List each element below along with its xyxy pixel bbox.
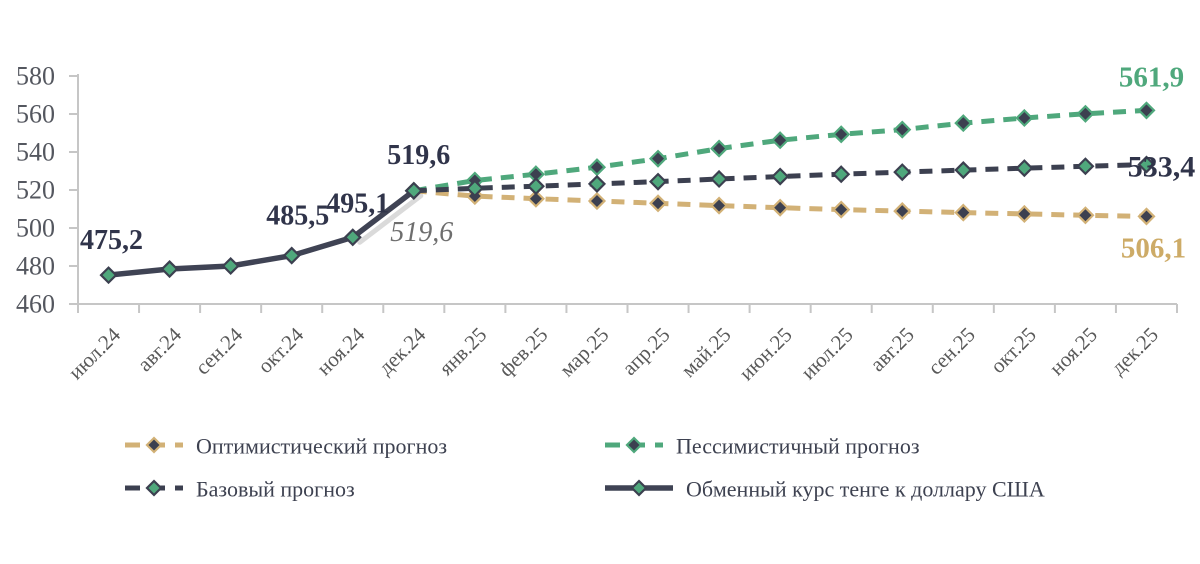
- marker-diamond: [587, 174, 607, 193]
- marker-diamond: [282, 246, 301, 265]
- marker-diamond: [1015, 204, 1034, 223]
- marker-diamond: [771, 167, 790, 186]
- x-axis-label: сен.24: [190, 322, 247, 379]
- marker-diamond: [1015, 108, 1034, 128]
- data-label: 475,2: [80, 225, 143, 256]
- x-axis-label: окт.25: [986, 323, 1041, 378]
- x-axis-label: сен.25: [923, 323, 980, 380]
- legend-item-2: Базовый прогноз: [125, 477, 355, 502]
- legend-marker-diamond: [145, 436, 163, 454]
- series-markers-2: [404, 155, 1156, 200]
- legend-label: Обменный курс тенге к доллару США: [686, 477, 1045, 502]
- data-label: 495,1: [326, 188, 389, 219]
- series-markers-3: [99, 181, 423, 285]
- legend-item-3: Обменный курс тенге к доллару США: [605, 477, 1045, 502]
- series-line-3: [108, 188, 416, 278]
- marker-diamond: [771, 131, 790, 150]
- x-axis-label: дек.25: [1106, 323, 1163, 380]
- marker-diamond: [954, 203, 973, 222]
- marker-diamond: [771, 198, 790, 217]
- marker-diamond: [587, 191, 607, 211]
- marker-diamond: [1076, 157, 1095, 176]
- x-axis-label: авг.24: [133, 322, 187, 376]
- marker-diamond: [710, 196, 729, 215]
- marker-diamond: [954, 114, 973, 133]
- y-axis-label: 500: [16, 214, 55, 243]
- marker-diamond: [832, 125, 851, 144]
- marker-diamond: [954, 160, 973, 180]
- marker-diamond: [710, 169, 729, 189]
- legend-item-0: Оптимистический прогноз: [125, 434, 447, 459]
- marker-diamond: [1137, 101, 1156, 120]
- legend-label: Базовый прогноз: [196, 477, 355, 502]
- legend-label: Оптимистический прогноз: [196, 434, 447, 459]
- marker-diamond: [832, 165, 851, 184]
- line-glow-decor: [357, 193, 424, 245]
- marker-diamond: [343, 228, 362, 247]
- data-label: 519,6: [390, 217, 453, 248]
- marker-diamond: [587, 158, 607, 177]
- legend-label: Пессимистичный прогноз: [676, 434, 920, 459]
- marker-diamond: [1137, 155, 1156, 174]
- data-label: 506,1: [1121, 232, 1186, 264]
- legend: Оптимистический прогноз Пессимистичный пр…: [125, 434, 1045, 502]
- x-axis-label: окт.24: [253, 322, 309, 378]
- marker-diamond: [893, 120, 912, 139]
- marker-diamond: [893, 202, 912, 221]
- data-label: 519,6: [387, 140, 450, 171]
- marker-diamond: [893, 163, 912, 182]
- marker-diamond: [99, 266, 118, 285]
- y-axis-label: 580: [16, 62, 55, 91]
- data-label: 485,5: [266, 201, 329, 232]
- marker-diamond: [160, 259, 179, 279]
- y-axis-label: 460: [16, 290, 55, 319]
- y-axis-label: 560: [16, 100, 55, 129]
- x-axis-label: апр.25: [617, 323, 674, 380]
- marker-diamond: [832, 200, 851, 219]
- data-label: 561,9: [1119, 61, 1184, 93]
- series-markers-0: [404, 181, 1156, 226]
- x-axis-label: ноя.24: [312, 322, 370, 380]
- data-label: 533,4: [1128, 151, 1196, 184]
- x-axis-label: янв.25: [434, 323, 491, 380]
- x-axis-label: мар.25: [555, 323, 614, 382]
- y-axis-label: 480: [16, 252, 55, 281]
- legend-item-1: Пессимистичный прогноз: [605, 434, 920, 459]
- marker-diamond: [526, 189, 545, 208]
- marker-diamond: [465, 179, 484, 198]
- marker-diamond: [1076, 206, 1095, 225]
- x-axis-label: ноя.25: [1044, 323, 1101, 380]
- marker-diamond: [1137, 207, 1156, 226]
- x-axis-label: июн.25: [734, 323, 797, 386]
- marker-diamond: [1015, 159, 1034, 178]
- marker-diamond: [221, 256, 240, 276]
- marker-diamond: [648, 194, 668, 213]
- x-axis-label: дек.24: [373, 322, 430, 379]
- marker-diamond: [648, 172, 668, 191]
- x-axis-label: авг.25: [865, 323, 919, 377]
- y-axis-label: 520: [16, 176, 55, 205]
- series-group: [99, 101, 1156, 285]
- legend-marker-diamond: [630, 479, 648, 497]
- legend-marker-diamond: [145, 479, 163, 497]
- x-axis-label: июл.24: [63, 322, 125, 384]
- x-axis-label: май.25: [676, 323, 735, 382]
- x-axis-label: июл.25: [796, 323, 858, 385]
- y-axis-label: 540: [16, 138, 55, 167]
- x-axis-label: фев.25: [494, 323, 553, 382]
- marker-diamond: [710, 139, 729, 158]
- marker-diamond: [526, 177, 545, 196]
- marker-diamond: [404, 181, 423, 200]
- marker-diamond: [648, 149, 668, 168]
- legend-marker-diamond: [625, 436, 643, 454]
- marker-diamond: [1076, 104, 1095, 123]
